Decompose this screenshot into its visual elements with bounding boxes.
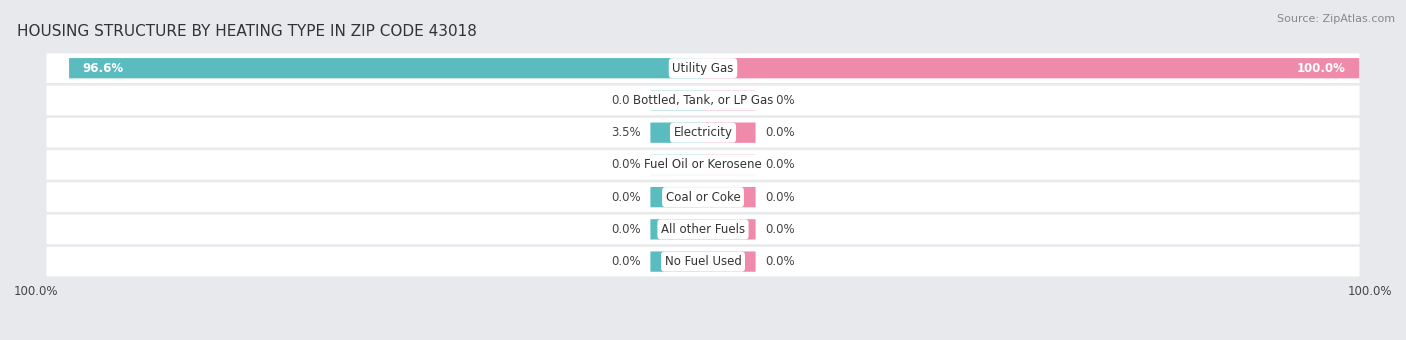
FancyBboxPatch shape: [651, 252, 703, 272]
FancyBboxPatch shape: [703, 90, 755, 110]
FancyBboxPatch shape: [703, 122, 755, 143]
Text: Coal or Coke: Coal or Coke: [665, 191, 741, 204]
FancyBboxPatch shape: [703, 155, 755, 175]
FancyBboxPatch shape: [46, 182, 1360, 212]
Text: Bottled, Tank, or LP Gas: Bottled, Tank, or LP Gas: [633, 94, 773, 107]
FancyBboxPatch shape: [651, 90, 703, 110]
Text: 0.0%: 0.0%: [765, 255, 794, 268]
Text: 0.0%: 0.0%: [765, 126, 794, 139]
Text: 0.0%: 0.0%: [765, 191, 794, 204]
Text: Utility Gas: Utility Gas: [672, 62, 734, 75]
FancyBboxPatch shape: [46, 247, 1360, 276]
Text: 0.0%: 0.0%: [765, 158, 794, 171]
FancyBboxPatch shape: [46, 118, 1360, 148]
FancyBboxPatch shape: [46, 150, 1360, 180]
FancyBboxPatch shape: [651, 155, 703, 175]
Text: Fuel Oil or Kerosene: Fuel Oil or Kerosene: [644, 158, 762, 171]
FancyBboxPatch shape: [651, 219, 703, 239]
Text: 0.0%: 0.0%: [612, 94, 641, 107]
FancyBboxPatch shape: [703, 252, 755, 272]
Text: 96.6%: 96.6%: [83, 62, 124, 75]
FancyBboxPatch shape: [69, 58, 703, 78]
FancyBboxPatch shape: [651, 187, 703, 207]
FancyBboxPatch shape: [46, 86, 1360, 115]
Text: 3.5%: 3.5%: [612, 126, 641, 139]
Text: Source: ZipAtlas.com: Source: ZipAtlas.com: [1277, 14, 1395, 23]
Text: 100.0%: 100.0%: [14, 285, 59, 298]
Text: 100.0%: 100.0%: [1298, 62, 1346, 75]
Text: HOUSING STRUCTURE BY HEATING TYPE IN ZIP CODE 43018: HOUSING STRUCTURE BY HEATING TYPE IN ZIP…: [17, 24, 477, 39]
Text: No Fuel Used: No Fuel Used: [665, 255, 741, 268]
Text: 0.0%: 0.0%: [765, 223, 794, 236]
FancyBboxPatch shape: [703, 219, 755, 239]
Text: 0.0%: 0.0%: [765, 94, 794, 107]
Text: 0.0%: 0.0%: [612, 223, 641, 236]
Text: 0.0%: 0.0%: [612, 255, 641, 268]
FancyBboxPatch shape: [651, 122, 703, 143]
Text: Electricity: Electricity: [673, 126, 733, 139]
Text: 0.0%: 0.0%: [612, 158, 641, 171]
FancyBboxPatch shape: [703, 58, 1360, 78]
Text: 0.0%: 0.0%: [612, 191, 641, 204]
Text: 100.0%: 100.0%: [1347, 285, 1392, 298]
Text: All other Fuels: All other Fuels: [661, 223, 745, 236]
FancyBboxPatch shape: [46, 215, 1360, 244]
FancyBboxPatch shape: [46, 53, 1360, 83]
FancyBboxPatch shape: [703, 187, 755, 207]
